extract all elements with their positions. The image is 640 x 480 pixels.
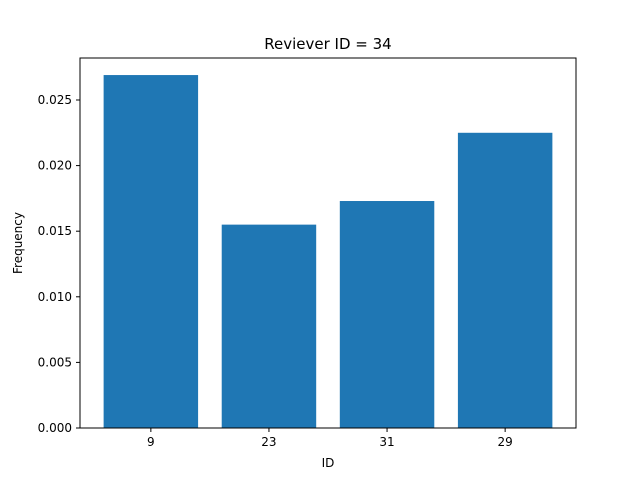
y-tick-label: 0.000 bbox=[38, 421, 72, 435]
y-axis-ticks: 0.000 0.005 0.010 0.015 0.020 0.025 bbox=[38, 93, 80, 435]
x-axis-label: ID bbox=[322, 456, 335, 470]
y-axis-label: Frequency bbox=[11, 212, 25, 274]
x-tick-label: 31 bbox=[379, 435, 394, 449]
bar-29 bbox=[457, 132, 553, 428]
y-tick-label: 0.025 bbox=[38, 93, 72, 107]
x-tick-label: 29 bbox=[498, 435, 513, 449]
bar-23 bbox=[221, 224, 317, 428]
y-tick-label: 0.020 bbox=[38, 159, 72, 173]
y-tick-label: 0.010 bbox=[38, 290, 72, 304]
bar-9 bbox=[103, 75, 199, 429]
bars-layer bbox=[103, 75, 553, 429]
x-tick-label: 23 bbox=[261, 435, 276, 449]
x-tick-label: 9 bbox=[147, 435, 155, 449]
chart-title: Reviever ID = 34 bbox=[264, 35, 391, 53]
x-axis-ticks: 9 23 31 29 bbox=[147, 428, 513, 449]
plot-frame bbox=[79, 57, 577, 429]
y-tick-label: 0.015 bbox=[38, 224, 72, 238]
y-tick-label: 0.005 bbox=[38, 355, 72, 369]
bar-31 bbox=[339, 201, 435, 428]
